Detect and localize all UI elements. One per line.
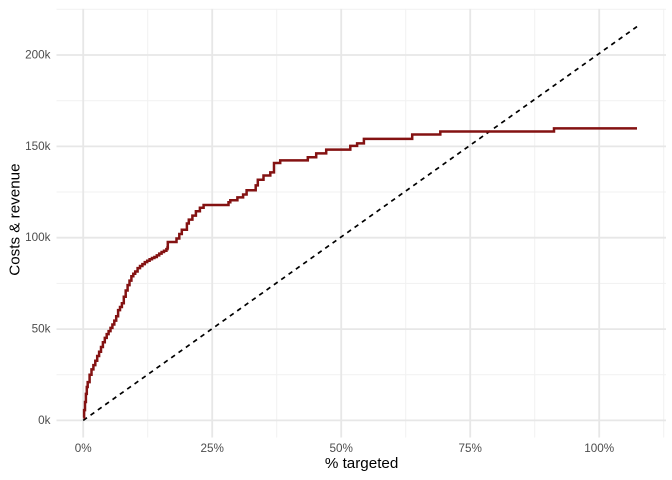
svg-text:% targeted: % targeted xyxy=(325,455,398,472)
svg-text:50k: 50k xyxy=(32,323,51,336)
svg-text:25%: 25% xyxy=(200,442,223,455)
svg-text:50%: 50% xyxy=(329,442,352,455)
svg-text:100k: 100k xyxy=(25,231,51,244)
svg-text:0k: 0k xyxy=(38,414,51,427)
svg-text:150k: 150k xyxy=(25,140,51,153)
svg-text:75%: 75% xyxy=(458,442,481,455)
svg-text:100%: 100% xyxy=(584,442,614,455)
svg-text:200k: 200k xyxy=(25,49,51,62)
svg-text:0%: 0% xyxy=(75,442,92,455)
svg-text:Costs & revenue: Costs & revenue xyxy=(7,163,24,275)
